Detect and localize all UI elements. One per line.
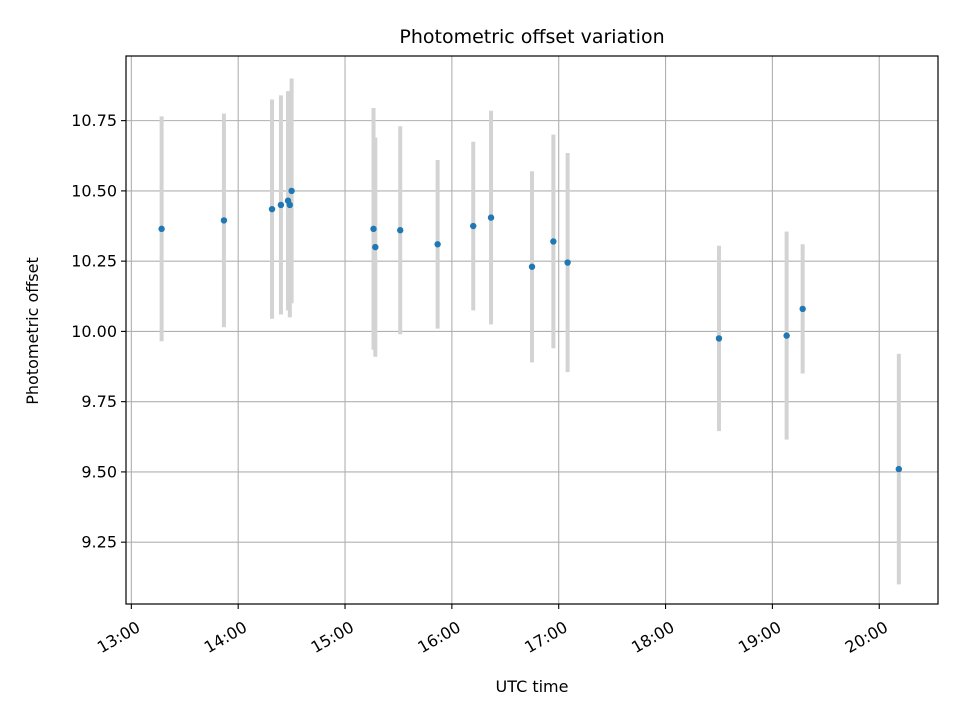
y-tick-label: 9.75 [81,392,117,411]
y-tick-label: 9.25 [81,533,117,552]
chart-title: Photometric offset variation [399,26,664,48]
x-axis-title: UTC time [496,677,569,696]
data-point [220,217,228,224]
plot-frame [125,55,939,605]
y-tick-label: 10.25 [71,252,117,271]
data-point [397,227,404,234]
y-axis-title: Photometric offset [23,257,42,405]
data-point [434,241,441,248]
data-point [370,225,377,233]
data-point [470,222,477,230]
data-point [528,263,536,270]
data-point [158,225,165,233]
data-point [286,201,294,209]
data-point [288,187,295,195]
data-points [158,187,903,473]
data-point [799,305,806,313]
y-tick-label: 10.50 [71,181,117,200]
data-point [487,214,495,221]
data-point [564,259,571,266]
y-tick-label: 9.50 [81,462,117,481]
data-point [715,335,723,342]
data-point [372,243,379,251]
y-tick-label: 10.75 [71,111,117,130]
data-point [268,205,276,213]
y-tick-label: 10.00 [71,322,117,341]
data-point [277,201,285,209]
data-point [550,238,557,245]
data-point [783,332,790,339]
data-point [895,465,903,473]
